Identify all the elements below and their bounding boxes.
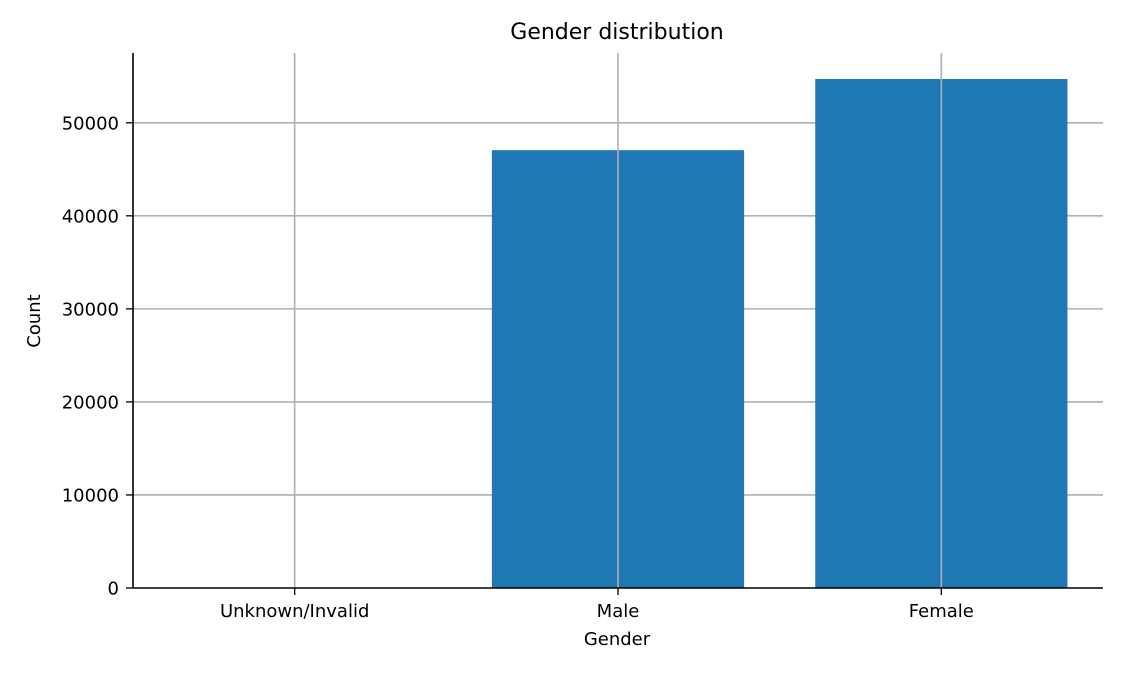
y-tick-label: 40000	[62, 206, 119, 227]
x-tick-label: Male	[597, 601, 640, 622]
y-tick-label: 10000	[62, 485, 119, 506]
y-tick-label: 0	[108, 579, 119, 600]
y-tick-label: 50000	[62, 113, 119, 134]
y-axis-title: Count	[24, 294, 45, 347]
x-tick-label: Female	[909, 601, 974, 622]
x-axis-title: Gender	[584, 629, 651, 650]
y-tick-label: 20000	[62, 392, 119, 413]
y-tick-label: 30000	[62, 299, 119, 320]
chart-title: Gender distribution	[510, 20, 723, 45]
x-tick-label: Unknown/Invalid	[220, 601, 369, 622]
